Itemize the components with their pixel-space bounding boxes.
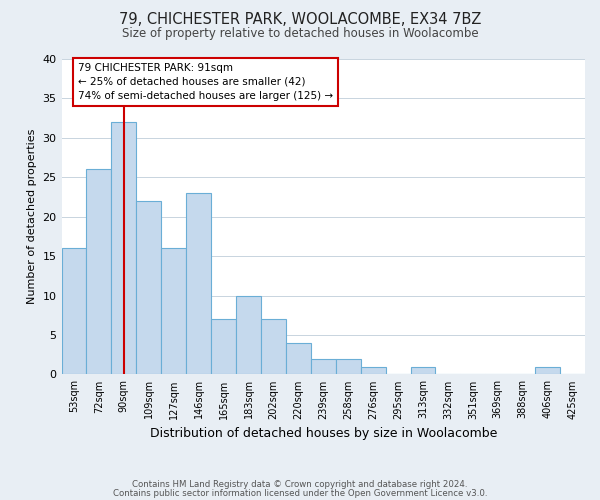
Bar xyxy=(535,366,560,374)
Text: Contains HM Land Registry data © Crown copyright and database right 2024.: Contains HM Land Registry data © Crown c… xyxy=(132,480,468,489)
Bar xyxy=(86,170,112,374)
Bar xyxy=(112,122,136,374)
Text: 79 CHICHESTER PARK: 91sqm
← 25% of detached houses are smaller (42)
74% of semi-: 79 CHICHESTER PARK: 91sqm ← 25% of detac… xyxy=(78,63,333,101)
Text: 79, CHICHESTER PARK, WOOLACOMBE, EX34 7BZ: 79, CHICHESTER PARK, WOOLACOMBE, EX34 7B… xyxy=(119,12,481,28)
Bar xyxy=(136,201,161,374)
Bar xyxy=(186,193,211,374)
X-axis label: Distribution of detached houses by size in Woolacombe: Distribution of detached houses by size … xyxy=(149,427,497,440)
Bar xyxy=(62,248,86,374)
Bar xyxy=(361,366,386,374)
Text: Contains public sector information licensed under the Open Government Licence v3: Contains public sector information licen… xyxy=(113,488,487,498)
Y-axis label: Number of detached properties: Number of detached properties xyxy=(27,129,37,304)
Bar xyxy=(311,358,336,374)
Bar xyxy=(161,248,186,374)
Bar xyxy=(211,319,236,374)
Bar xyxy=(336,358,361,374)
Bar xyxy=(236,296,261,374)
Bar xyxy=(261,319,286,374)
Text: Size of property relative to detached houses in Woolacombe: Size of property relative to detached ho… xyxy=(122,28,478,40)
Bar xyxy=(410,366,436,374)
Bar xyxy=(286,343,311,374)
